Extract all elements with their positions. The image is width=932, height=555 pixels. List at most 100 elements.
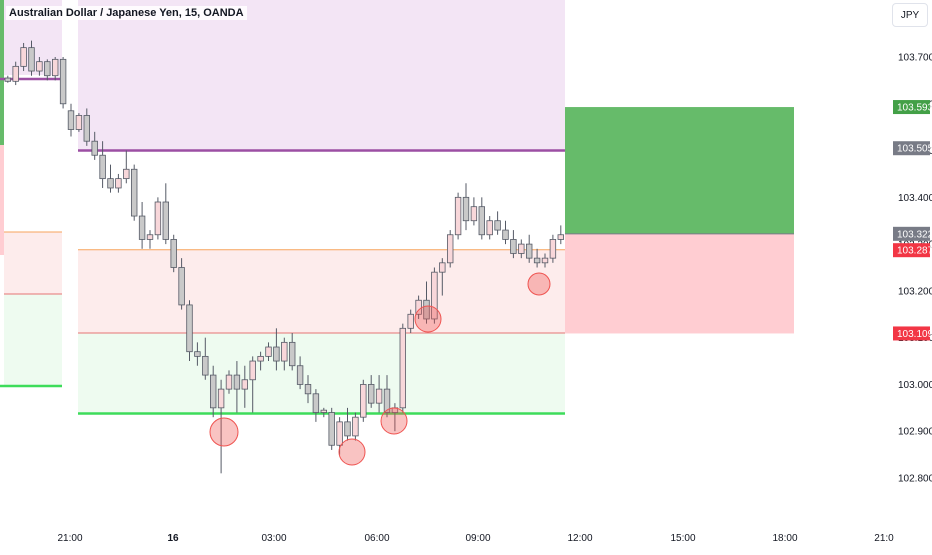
price-badge bbox=[893, 326, 930, 341]
candle-body bbox=[439, 262, 446, 273]
candle-body bbox=[20, 47, 27, 67]
mid-zone bbox=[78, 249, 565, 333]
price-badge-label: 103.322 bbox=[897, 229, 932, 240]
candle-body bbox=[304, 384, 312, 395]
position-loss-zone bbox=[565, 233, 794, 334]
prev-demand-zone bbox=[4, 294, 62, 387]
candle-body bbox=[367, 384, 375, 404]
x-tick-label: 21:00 bbox=[57, 533, 82, 544]
candle-body bbox=[233, 374, 241, 390]
candle-body bbox=[12, 65, 19, 82]
candle-body bbox=[202, 355, 209, 376]
candle-body bbox=[502, 229, 509, 240]
candle-body bbox=[526, 243, 533, 259]
candle-body bbox=[462, 196, 470, 222]
y-tick-label: 103.400 bbox=[898, 193, 932, 204]
demand-zone bbox=[78, 332, 565, 414]
candle-body bbox=[446, 234, 454, 264]
candle-body bbox=[67, 110, 75, 130]
candle-body bbox=[99, 154, 106, 180]
price-badge bbox=[893, 100, 930, 115]
candle-body bbox=[59, 58, 67, 105]
price-badge-label: 103.593 bbox=[897, 103, 932, 114]
candle-body bbox=[431, 271, 438, 320]
price-badge-label: 103.109 bbox=[897, 329, 932, 340]
candle-body bbox=[186, 304, 193, 353]
candle-body bbox=[288, 341, 296, 367]
candle-body bbox=[328, 412, 335, 446]
candle-body bbox=[352, 416, 359, 437]
candle-body bbox=[320, 409, 327, 413]
candle-body bbox=[91, 140, 98, 156]
y-tick-label: 103.700 bbox=[898, 53, 932, 64]
candle-body bbox=[209, 374, 217, 409]
candle-body bbox=[75, 115, 83, 130]
candle-body bbox=[383, 388, 391, 413]
prev-mid-zone bbox=[4, 232, 62, 294]
candle-body bbox=[541, 257, 549, 264]
candle-body bbox=[470, 206, 478, 222]
currency-selector[interactable]: JPY bbox=[892, 3, 928, 27]
x-tick-label: 15:00 bbox=[670, 533, 695, 544]
x-tick-label: 09:00 bbox=[465, 533, 490, 544]
candle-body bbox=[336, 421, 343, 446]
candle-body bbox=[265, 346, 272, 357]
price-badge bbox=[893, 243, 930, 258]
candle-body bbox=[257, 355, 264, 362]
candle-body bbox=[194, 351, 201, 357]
y-tick-label: 103.000 bbox=[898, 380, 932, 391]
candle-body bbox=[146, 234, 154, 240]
candle-body bbox=[36, 61, 43, 72]
candle-body bbox=[344, 421, 351, 437]
highlight-circle bbox=[380, 407, 408, 435]
x-tick-label: 18:00 bbox=[772, 533, 797, 544]
candle-body bbox=[533, 257, 541, 264]
price-badge-label: 103.505 bbox=[897, 144, 932, 155]
candle-body bbox=[83, 115, 90, 142]
candle-body bbox=[52, 58, 59, 77]
candle-body bbox=[162, 201, 169, 240]
candle-body bbox=[44, 61, 51, 77]
x-tick-label: 06:00 bbox=[364, 533, 389, 544]
highlight-circle bbox=[209, 417, 239, 447]
y-tick-label: 103.200 bbox=[898, 286, 932, 297]
prev-position-loss bbox=[0, 145, 4, 255]
candle-body bbox=[360, 384, 367, 418]
candle-body bbox=[273, 346, 280, 362]
candle-body bbox=[557, 234, 564, 240]
chart-title: Australian Dollar / Japanese Yen, 15, OA… bbox=[6, 6, 247, 20]
candle-body bbox=[241, 379, 248, 390]
highlight-circle bbox=[527, 272, 551, 296]
x-tick-label: 03:00 bbox=[261, 533, 286, 544]
candle-body bbox=[486, 220, 493, 236]
price-badge bbox=[893, 141, 930, 156]
candle-body bbox=[510, 239, 517, 254]
supply-zone bbox=[78, 0, 565, 151]
candle-body bbox=[28, 47, 35, 72]
highlight-circle bbox=[338, 438, 366, 466]
candle-body bbox=[518, 243, 525, 254]
candle-body bbox=[217, 388, 225, 409]
y-tick-label: 102.800 bbox=[898, 474, 932, 485]
x-tick-label: 12:00 bbox=[567, 533, 592, 544]
candle-body bbox=[178, 267, 185, 306]
candle-body bbox=[249, 360, 256, 381]
x-tick-label: 16 bbox=[167, 533, 179, 544]
candle-body bbox=[549, 239, 557, 259]
candle-body bbox=[115, 178, 122, 189]
prev-position-profit bbox=[0, 0, 4, 145]
candle-body bbox=[399, 327, 406, 409]
candle-body bbox=[375, 388, 383, 404]
candle-body bbox=[312, 393, 320, 413]
candle-body bbox=[478, 206, 485, 236]
price-badge bbox=[893, 226, 930, 241]
candle-body bbox=[296, 365, 304, 385]
candle-body bbox=[281, 341, 288, 362]
candle-body bbox=[170, 239, 177, 268]
candle-body bbox=[494, 220, 501, 231]
price-badge-label: 103.287 bbox=[897, 246, 932, 257]
candle-body bbox=[138, 215, 146, 240]
candle-body bbox=[130, 168, 138, 217]
x-tick-label: 21:0 bbox=[874, 533, 894, 544]
